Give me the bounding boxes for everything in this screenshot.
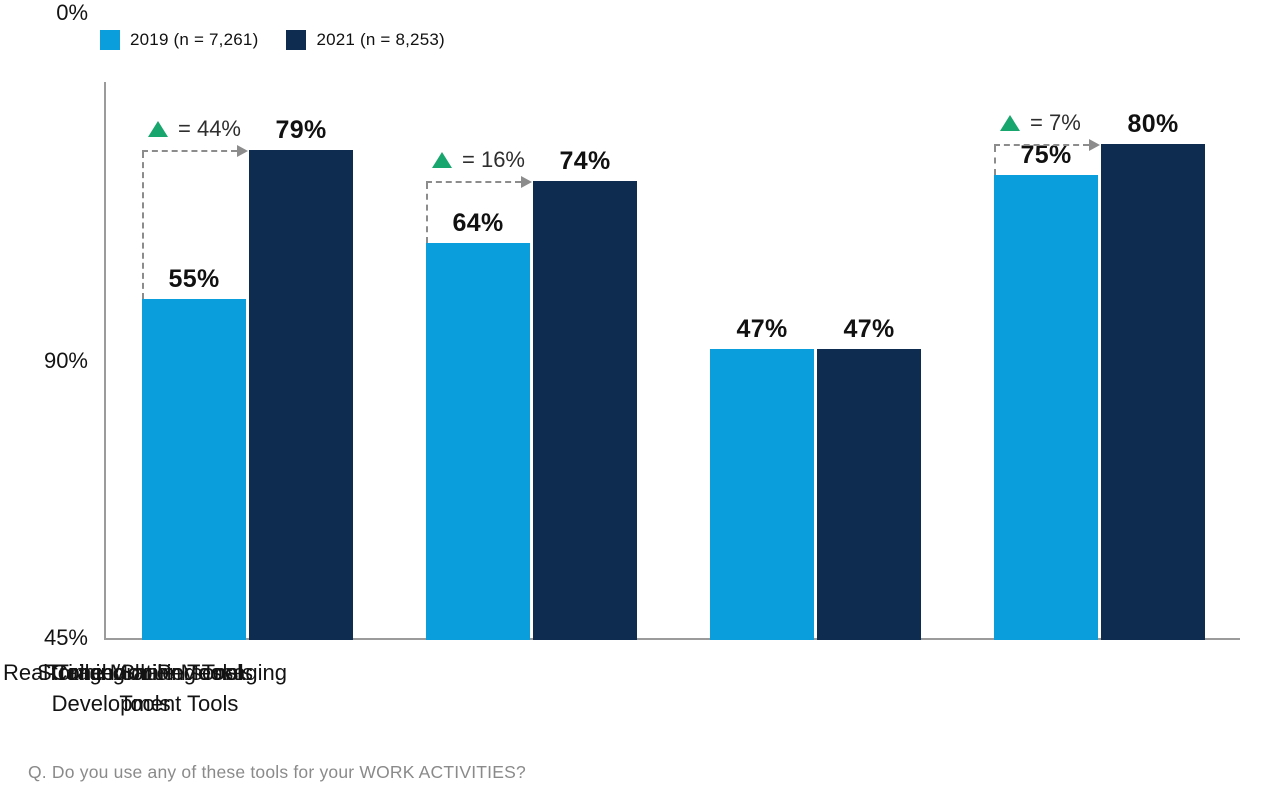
value-label-2021: 80% (1127, 110, 1179, 138)
increase-triangle-icon (1000, 115, 1020, 131)
legend-swatch-2019 (100, 30, 120, 50)
y-tick-90: 90% (43, 348, 88, 373)
dashed-connector-vertical (142, 152, 144, 299)
bar-2019 (426, 243, 530, 640)
y-tick-45: 45% (43, 625, 88, 650)
legend-label-2021: 2021 (n = 8,253) (316, 30, 445, 49)
delta-annotation: = 7% (1000, 110, 1081, 136)
value-label-2021: 79% (275, 116, 327, 145)
survey-question-text: Q. Do you use any of these tools for you… (28, 762, 526, 782)
plot-area: 55% 79% = 44% 64% 74% = 16% 47% 47% 75% 80% = 7% (106, 82, 1240, 640)
legend-item-2021: 2021 (n = 8,253) (286, 30, 445, 50)
bar-2021 (249, 150, 353, 640)
value-label-2021: 47% (843, 314, 895, 343)
category-label-mobile-messaging-tools: Real-Time Mobile Messaging Tools (2, 660, 288, 716)
category-label-storage-sharing-tools: Storage/Sharing Tools (36, 660, 254, 685)
bar-2021 (1101, 144, 1205, 640)
arrowhead-icon (1089, 139, 1100, 151)
legend-swatch-2021 (286, 30, 307, 50)
bar-2019 (710, 348, 814, 640)
bar-group: 64% 74% = 16% (426, 82, 638, 640)
increase-triangle-icon (148, 121, 168, 138)
value-label-2019: 55% (168, 265, 220, 293)
dashed-connector-horizontal (994, 144, 1089, 146)
arrowhead-icon (521, 176, 532, 189)
bar-group: 47% 47% (710, 82, 922, 640)
bar-group: 55% 79% = 44% (142, 82, 354, 640)
increase-triangle-icon (432, 152, 452, 169)
category-label-training-development-tools: Training or Personal Development Tools (46, 660, 244, 716)
dashed-connector-horizontal (142, 150, 237, 153)
legend-item-2019: 2019 (n = 7,261) (100, 30, 258, 50)
value-label-2019: 47% (736, 314, 788, 343)
dashed-connector-vertical (994, 146, 996, 175)
delta-label: = 7% (1030, 110, 1081, 135)
bar-2019 (994, 175, 1098, 640)
value-label-2019: 64% (452, 209, 504, 238)
legend-label-2019: 2019 (n = 7,261) (130, 30, 259, 49)
category-label-collaboration-tools: Collaboration Tools (51, 660, 239, 685)
bar-2021 (533, 181, 637, 640)
delta-annotation: = 16% (432, 147, 525, 173)
y-tick-0: 0% (56, 0, 88, 25)
value-label-2021: 74% (559, 147, 611, 176)
axis-frame (104, 82, 1240, 640)
bar-2021 (817, 348, 921, 640)
delta-annotation: = 44% (148, 116, 241, 142)
arrowhead-icon (237, 145, 248, 158)
dashed-connector-vertical (426, 183, 428, 244)
delta-label: = 16% (462, 147, 525, 173)
delta-label: = 44% (178, 116, 241, 142)
bar-2019 (142, 299, 246, 640)
dashed-connector-horizontal (426, 181, 521, 184)
chart-legend: 2019 (n = 7,261) 2021 (n = 8,253) (100, 30, 445, 50)
bar-group: 75% 80% = 7% (994, 82, 1206, 640)
